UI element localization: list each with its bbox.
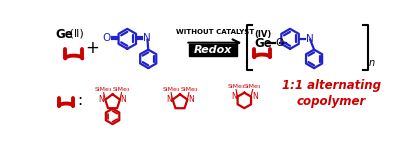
Text: O: O bbox=[103, 33, 111, 43]
Text: +: + bbox=[85, 39, 99, 57]
Text: (IV): (IV) bbox=[254, 30, 271, 39]
Text: N: N bbox=[166, 95, 172, 104]
Text: N: N bbox=[99, 95, 104, 104]
Text: WITHOUT CATALYST: WITHOUT CATALYST bbox=[176, 29, 254, 35]
Text: Redox: Redox bbox=[193, 45, 232, 55]
Text: SiMe₃: SiMe₃ bbox=[95, 87, 112, 92]
FancyBboxPatch shape bbox=[188, 44, 236, 56]
Text: Ge: Ge bbox=[254, 37, 272, 50]
Text: O: O bbox=[275, 38, 284, 48]
Text: N: N bbox=[252, 92, 258, 101]
Text: N: N bbox=[188, 95, 194, 104]
Text: :: : bbox=[78, 93, 83, 108]
Text: (Ⅱ): (Ⅱ) bbox=[66, 28, 84, 38]
Text: n: n bbox=[368, 58, 374, 69]
Text: SiMe₃: SiMe₃ bbox=[180, 87, 198, 92]
Text: SiMe₃: SiMe₃ bbox=[162, 87, 180, 92]
Text: N: N bbox=[143, 33, 151, 43]
Text: N: N bbox=[231, 92, 237, 101]
Text: SiMe₃: SiMe₃ bbox=[113, 87, 130, 92]
Text: Ge: Ge bbox=[55, 28, 73, 41]
Text: SiMe₃: SiMe₃ bbox=[227, 84, 245, 89]
Text: N: N bbox=[306, 34, 313, 44]
Text: 1:1 alternating
copolymer: 1:1 alternating copolymer bbox=[281, 79, 381, 108]
Text: SiMe₃: SiMe₃ bbox=[244, 84, 261, 89]
Text: N: N bbox=[121, 95, 126, 104]
